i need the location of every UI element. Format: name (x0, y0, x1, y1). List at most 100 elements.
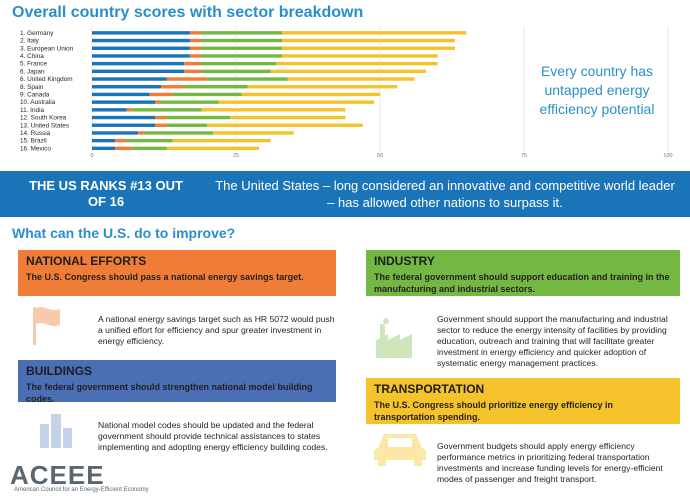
industry-summary: The federal government should support ed… (374, 272, 670, 294)
bar-segment (92, 100, 156, 104)
bar-segment (92, 123, 156, 127)
national-efforts-body: A national energy savings target such as… (98, 314, 335, 346)
bar-segment (172, 92, 242, 97)
category-label: 4. China (20, 53, 44, 60)
bar-segment (155, 100, 162, 104)
rank-band (0, 171, 690, 217)
bar-segment (92, 85, 162, 89)
bar-segment (201, 69, 271, 74)
bar-segment (282, 38, 455, 43)
transportation-header: TRANSPORTATION The U.S. Congress should … (366, 378, 680, 424)
buildings-summary: The federal government should strengthen… (26, 382, 313, 404)
bar-segment (155, 115, 167, 120)
industry-header: INDUSTRY The federal government should s… (366, 250, 680, 296)
bar-segment (132, 108, 202, 112)
section-heading: What can the U.S. do to improve? (12, 225, 236, 241)
category-label: 10. Australia (20, 99, 56, 106)
bar-segment (201, 38, 283, 43)
category-label: 6. Japan (20, 68, 45, 75)
bar-segment (126, 108, 133, 112)
bar-segment (143, 131, 213, 135)
bar-segment (282, 31, 467, 35)
category-label: 2. Italy (20, 38, 40, 45)
transportation-heading: TRANSPORTATION (374, 382, 485, 396)
x-tick-label: 100 (663, 153, 672, 159)
bar-segment (247, 85, 398, 89)
bar-segment (189, 38, 202, 43)
bar-segment (92, 108, 127, 112)
category-label: 8. Spain (20, 84, 44, 91)
bar-segment (218, 100, 375, 104)
aceee-logo-subtitle: American Council for an Energy-Efficient… (14, 487, 149, 493)
building-icon (40, 414, 72, 448)
aceee-logo: ACEEE (10, 460, 105, 490)
category-label: 13. United States (20, 122, 69, 129)
category-label: 5. France (20, 61, 47, 68)
bar-segment (92, 131, 139, 135)
category-label: 16. Mexico (20, 145, 51, 152)
bar-segment (189, 54, 202, 58)
buildings-body: National model codes should be updated a… (98, 420, 328, 452)
bar-segment (282, 54, 438, 58)
bar-segment (287, 77, 415, 81)
category-label: 3. European Union (20, 45, 74, 52)
category-label: 11. India (20, 107, 44, 114)
bar-segment (282, 46, 455, 50)
bar-segment (155, 123, 167, 127)
bar-segment (92, 69, 185, 74)
bar-segment (149, 92, 173, 97)
bar-segment (230, 115, 346, 120)
bar-segment (161, 85, 185, 89)
bar-segment (201, 61, 277, 66)
buildings-header: BUILDINGS The federal government should … (18, 360, 336, 404)
bar-segment (92, 31, 190, 35)
bar-segment (92, 46, 190, 50)
bar-segment (241, 92, 380, 97)
bar-segment (166, 115, 231, 120)
bar-segment (189, 31, 202, 35)
transportation-summary: The U.S. Congress should prioritize ener… (374, 400, 614, 422)
bar-segment (201, 31, 283, 35)
category-label: 1. Germany (20, 30, 54, 37)
bar-segment (92, 138, 116, 143)
flag-icon (33, 306, 60, 345)
national-efforts-heading: NATIONAL EFFORTS (26, 254, 147, 268)
bar-segment (92, 54, 190, 58)
buildings-heading: BUILDINGS (26, 364, 92, 378)
rank-statement: THE US RANKS #13 OUT OF 16 (29, 178, 183, 209)
bar-segment (166, 77, 208, 81)
bar-segment (276, 61, 438, 66)
bar-segment (92, 115, 156, 120)
bar-segment (115, 146, 133, 151)
x-tick-label: 75 (521, 153, 527, 159)
bar-segment (166, 146, 260, 151)
bar-segment (92, 38, 190, 43)
x-tick-label: 50 (377, 153, 383, 159)
bar-segment (184, 85, 248, 89)
category-label: 15. Brazil (20, 138, 47, 145)
category-label: 6. United Kingdom (20, 76, 73, 83)
bar-segment (201, 46, 283, 50)
bar-segment (201, 108, 346, 112)
x-tick-label: 0 (90, 153, 93, 159)
chart-callout: Every country has untapped energy effici… (539, 63, 655, 117)
transportation-body: Government budgets should apply energy e… (437, 441, 663, 484)
bar-segment (166, 123, 208, 127)
factory-icon (376, 318, 412, 358)
bar-segment (92, 77, 167, 81)
bar-segment (132, 146, 167, 151)
bar-segment (115, 138, 127, 143)
bar-segment (189, 46, 202, 50)
category-label: 9. Canada (20, 91, 50, 98)
bar-segment (138, 131, 144, 135)
rank-description: The United States – long considered an i… (215, 178, 675, 210)
industry-heading: INDUSTRY (374, 254, 435, 268)
bar-segment (126, 138, 173, 143)
bar-segment (92, 146, 116, 151)
bar-segment (161, 100, 219, 104)
bar-segment (172, 138, 271, 143)
car-icon (374, 434, 426, 466)
x-tick-label: 25 (233, 153, 239, 159)
industry-body: Government should support the manufactur… (437, 314, 668, 368)
